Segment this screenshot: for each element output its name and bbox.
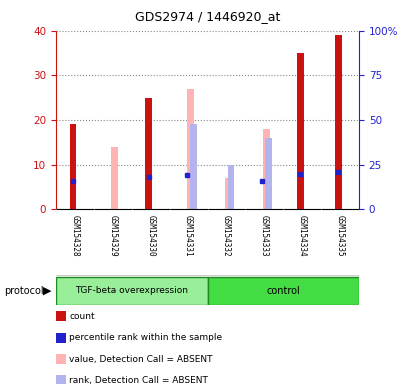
Bar bbox=[266, 138, 272, 209]
Text: GSM154329: GSM154329 bbox=[108, 215, 117, 256]
Text: GSM154334: GSM154334 bbox=[298, 215, 307, 256]
Text: percentile rank within the sample: percentile rank within the sample bbox=[69, 333, 222, 343]
Text: ▶: ▶ bbox=[43, 286, 51, 296]
Text: GSM154331: GSM154331 bbox=[184, 215, 193, 256]
Text: GSM154335: GSM154335 bbox=[336, 215, 344, 256]
Bar bbox=[263, 129, 270, 209]
Text: GSM154333: GSM154333 bbox=[260, 215, 269, 256]
Text: GSM154328: GSM154328 bbox=[71, 215, 79, 256]
Bar bbox=[227, 165, 234, 209]
Text: count: count bbox=[69, 312, 95, 321]
Text: GSM154330: GSM154330 bbox=[146, 215, 155, 256]
Bar bbox=[187, 89, 194, 209]
Bar bbox=[56, 277, 208, 305]
Bar bbox=[297, 53, 304, 209]
Text: GSM154332: GSM154332 bbox=[222, 215, 231, 256]
Text: control: control bbox=[266, 286, 300, 296]
Bar bbox=[111, 147, 118, 209]
Bar bbox=[208, 277, 359, 305]
Text: rank, Detection Call = ABSENT: rank, Detection Call = ABSENT bbox=[69, 376, 208, 384]
Text: value, Detection Call = ABSENT: value, Detection Call = ABSENT bbox=[69, 354, 213, 364]
Bar bbox=[335, 35, 342, 209]
Text: GDS2974 / 1446920_at: GDS2974 / 1446920_at bbox=[135, 10, 280, 23]
Bar bbox=[190, 124, 197, 209]
Text: protocol: protocol bbox=[4, 286, 44, 296]
Bar bbox=[225, 178, 232, 209]
Bar bbox=[145, 98, 152, 209]
Text: TGF-beta overexpression: TGF-beta overexpression bbox=[75, 286, 188, 295]
Bar bbox=[70, 124, 76, 209]
